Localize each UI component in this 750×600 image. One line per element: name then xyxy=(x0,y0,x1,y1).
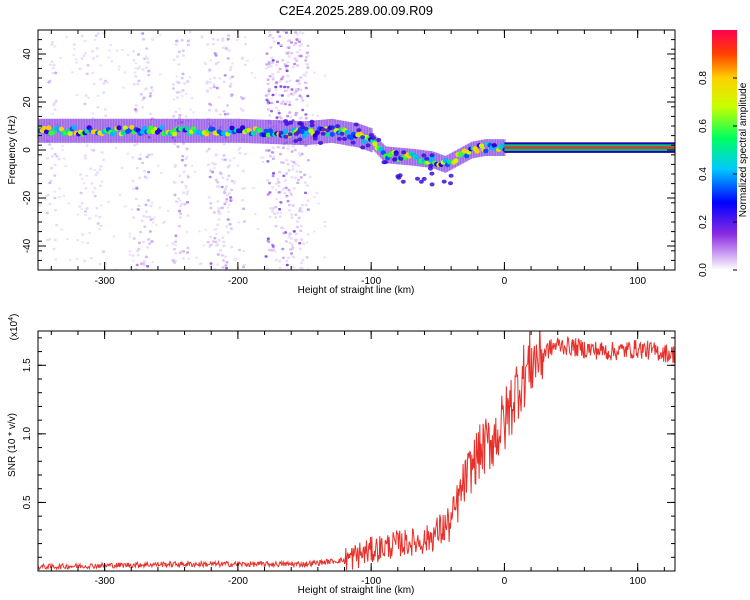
y-tick-label: 0.5 xyxy=(22,495,33,509)
x-tick-label: 100 xyxy=(629,276,646,287)
snr-multiplier-close: ) xyxy=(9,314,20,317)
snr-ticks: -300 -200 -100 0 100 0.5 1.0 1.5 xyxy=(22,331,675,587)
colorbar-tick-label: 0.0 xyxy=(698,263,709,277)
y-tick-label: -20 xyxy=(22,190,33,205)
snr-ylabel: SNR (10 * v/v) xyxy=(7,413,18,477)
spectrogram-noise-speckles xyxy=(38,30,327,270)
y-tick-label: 1.0 xyxy=(22,426,33,440)
x-tick-label: 0 xyxy=(502,276,508,287)
snr-xlabel: Height of straight line (km) xyxy=(298,585,415,596)
y-tick-label: 40 xyxy=(22,48,33,60)
y-tick-label: 20 xyxy=(22,96,33,108)
chart-title: C2E4.2025.289.00.09.R09 xyxy=(279,3,433,18)
x-tick-label: -100 xyxy=(361,576,381,587)
snr-frame xyxy=(37,330,676,572)
colorbar-tick-label: 0.2 xyxy=(698,215,709,229)
colorbar-ticks: 0.0 0.2 0.4 0.6 0.8 xyxy=(698,71,737,277)
x-tick-label: -200 xyxy=(228,276,248,287)
spectrogram-tone-band xyxy=(38,118,508,187)
x-tick-label: -300 xyxy=(95,276,115,287)
spectrogram-ylabel: Frequency (Hz) xyxy=(7,116,18,185)
snr-multiplier-base: (x10 xyxy=(9,320,20,340)
colorbar: 0.0 0.2 0.4 0.6 0.8 Normalized spectral ampl… xyxy=(698,30,749,277)
colorbar-gradient xyxy=(712,30,737,270)
snr-series-line xyxy=(38,331,675,571)
colorbar-tick-label: 0.8 xyxy=(698,71,709,85)
colorbar-tick-label: 0.6 xyxy=(698,119,709,133)
x-tick-label: 0 xyxy=(502,576,508,587)
snr-panel: -300 -200 -100 0 100 0.5 1.0 1.5 Height of stra… xyxy=(7,314,676,596)
colorbar-tick-label: 0.4 xyxy=(698,167,709,181)
y-tick-label: 0 xyxy=(22,147,33,153)
snr-multiplier: (x104) xyxy=(8,314,20,341)
colorbar-label: Normalized spectral amplitude xyxy=(738,82,749,217)
spectrogram-steady-tone xyxy=(504,142,675,153)
y-tick-label: -40 xyxy=(22,238,33,253)
x-tick-label: -100 xyxy=(361,276,381,287)
spectrogram-plot xyxy=(38,30,675,270)
y-tick-label: 1.5 xyxy=(22,358,33,372)
snr-background xyxy=(38,331,675,571)
snr-multiplier-exp: 4 xyxy=(8,317,15,321)
x-tick-label: -200 xyxy=(228,576,248,587)
x-tick-label: -300 xyxy=(95,576,115,587)
spectrogram-xlabel: Height of straight line (km) xyxy=(298,285,415,296)
x-tick-label: 100 xyxy=(629,576,646,587)
